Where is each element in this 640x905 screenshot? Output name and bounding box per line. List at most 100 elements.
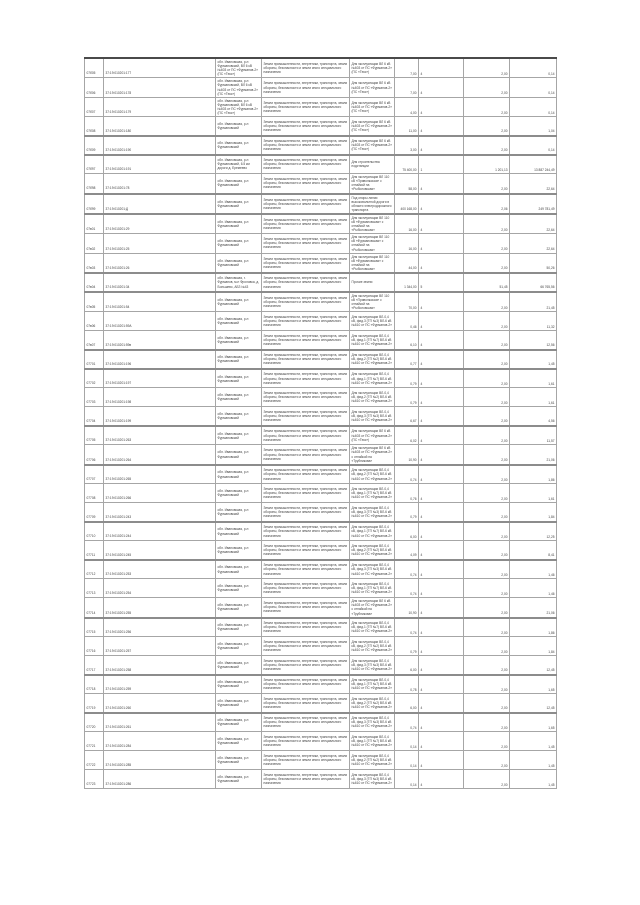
cell-location: обл. Ивановская, р-н Фурмановский <box>215 464 262 485</box>
cell-land-category: Земли промышленности, энергетики, трансп… <box>261 330 350 351</box>
cell-area-value: 0,46 <box>394 311 419 332</box>
cell-location: обл. Ивановская, р-н Фурмановский <box>215 387 262 408</box>
cell-cadastral-number: 37:19:010201:264 <box>103 444 216 466</box>
cell-code-value: 4 <box>418 578 464 599</box>
cell-location: обл. Ивановская, р-н Фурмановский, ВЛ 6 … <box>215 96 262 118</box>
cell-land-category: Земли промышленности, энергетики, трансп… <box>261 57 350 79</box>
cell-cadastral-number: 37:19:010201:258 <box>103 655 216 676</box>
cell-cadastral-number: 37:19:010201:196 <box>103 349 216 370</box>
cell-row-number: 07703 <box>84 387 104 408</box>
cell-area-value: 6,00 <box>394 693 419 714</box>
table-row: 07в04 37:19:010201:34 обл. Ивановская, г. … <box>84 272 557 293</box>
cell-row-number: 07709 <box>84 502 104 523</box>
cell-rate-value: 2,00 <box>463 731 510 752</box>
cell-permitted-use: Для эксплуатации ВЛ-0,4 кВ, фид.1 (ТП №7… <box>349 368 395 389</box>
cell-row-number: 07б98 <box>84 173 104 195</box>
cell-code-value: 4 <box>418 116 464 137</box>
cell-cadastral-value: 1,84 <box>509 502 557 523</box>
cell-cadastral-value: 21,06 <box>509 444 557 466</box>
cell-cadastral-value: 1,45 <box>509 769 557 790</box>
cell-land-category: Земли промышленности, энергетики, трансп… <box>261 502 350 523</box>
cell-location: обл. Ивановская, р-н Фурмановский <box>215 483 262 504</box>
cell-row-number: 07710 <box>84 521 104 542</box>
cell-cadastral-value: 22,64 <box>509 213 557 235</box>
cell-land-category: Земли промышленности, энергетики, трансп… <box>261 135 350 156</box>
cell-row-number: 07б08 <box>84 116 104 137</box>
cell-land-category: Земли промышленности, энергетики, трансп… <box>261 116 350 137</box>
cell-code-value: 4 <box>418 444 464 466</box>
cell-cadastral-value: 1,86 <box>509 464 557 485</box>
cell-code-value: 4 <box>418 502 464 523</box>
cell-land-category: Земли промышленности, энергетики, трансп… <box>261 617 350 638</box>
cell-cadastral-number: 37:19:010201:54 <box>103 291 216 313</box>
cell-rate-value: 2,00 <box>463 173 510 195</box>
cell-area-value: 0,74 <box>394 712 419 733</box>
cell-cadastral-number: 37:19:010201:179 <box>103 96 216 118</box>
table-row: 07707 37:19:010201:265 обл. Ивановская, р-… <box>84 464 557 485</box>
cell-land-category: Земли промышленности, энергетики, трансп… <box>261 750 350 771</box>
cell-land-category: Земли промышленности, энергетики, трансп… <box>261 252 350 274</box>
cell-area-value: 3,00 <box>394 135 419 156</box>
cell-cadastral-value: 0,14 <box>509 135 557 156</box>
cell-code-value: 4 <box>418 483 464 504</box>
cell-area-value: 16,00 <box>394 213 419 235</box>
cell-rate-value: 2,00 <box>463 483 510 504</box>
cell-cadastral-number: 37:19:010201:29 <box>103 213 216 235</box>
table-row: 07711 37:19:010201:245 обл. Ивановская, р-… <box>84 540 557 561</box>
cell-area-value: 0,74 <box>394 464 419 485</box>
cell-location: обл. Ивановская, р-н Фурмановский, ВЛ 6 … <box>215 57 262 79</box>
cell-area-value: 400 168,00 <box>394 192 419 215</box>
cell-cadastral-value: 12,25 <box>509 521 557 542</box>
table-row: 07в06 37:19:010201:59А обл. Ивановская, р-… <box>84 311 557 332</box>
cell-permitted-use: Для эксплуатации ВЛ-0,4 кВ, фид.2 (ТП №2… <box>349 464 395 485</box>
cell-location: обл. Ивановская, р-н Фурмановский <box>215 330 262 351</box>
cell-rate-value: 2,00 <box>463 311 510 332</box>
cell-permitted-use: Для эксплуатации ВЛ-0,4 кВ, фид.3 (ТП №3… <box>349 311 395 332</box>
cell-land-category: Земли промышленности, энергетики, трансп… <box>261 213 350 235</box>
table-row: 07б07 37:19:010201:179 обл. Ивановская, р-… <box>84 96 557 118</box>
cell-land-category: Земли промышленности, энергетики, трансп… <box>261 444 350 466</box>
cell-rate-value: 2,00 <box>463 77 510 98</box>
cell-code-value: 4 <box>418 330 464 351</box>
cell-row-number: 07716 <box>84 636 104 657</box>
cell-land-category: Земли промышленности, энергетики, трансп… <box>261 464 350 485</box>
cell-row-number: 07714 <box>84 597 104 619</box>
cell-permitted-use: Для эксплуатации ВЛ-0,4 кВ, фид.2 (ТП №2… <box>349 693 395 714</box>
cell-row-number: 07702 <box>84 368 104 389</box>
cell-area-value: 6,00 <box>394 521 419 542</box>
cell-rate-value: 2,00 <box>463 769 510 790</box>
land-parcel-table: 07б05 37:19:010201:177 обл. Ивановская, р-… <box>84 57 557 790</box>
cell-row-number: 07б09 <box>84 135 104 156</box>
table-row: 07720 37:19:010201:261 обл. Ивановская, р-… <box>84 712 557 733</box>
cell-cadastral-number: 37:19:010201:34 <box>103 272 216 293</box>
cell-cadastral-number: 37:19:010201:263 <box>103 425 216 446</box>
cell-rate-value: 2,00 <box>463 252 510 274</box>
table-row: 07б05 37:19:010201:177 обл. Ивановская, р-… <box>84 57 557 79</box>
cell-rate-value: 2,00 <box>463 368 510 389</box>
cell-cadastral-value: 1,65 <box>509 674 557 695</box>
cell-location: обл. Ивановская, р-н Фурмановский <box>215 213 262 235</box>
table-row: 07712 37:19:010201:253 обл. Ивановская, р-… <box>84 559 557 580</box>
cell-rate-value: 2,00 <box>463 693 510 714</box>
cell-permitted-use: Для эксплуатации ВЛ-0,4 кВ, фид.3 (ТП №3… <box>349 769 395 790</box>
cell-permitted-use: Для эксплуатации ВЛ 110 кВ «Фурмановская… <box>349 233 395 254</box>
cell-cadastral-value: 1,45 <box>509 349 557 370</box>
cell-land-category: Земли промышленности, энергетики, трансп… <box>261 173 350 195</box>
cell-cadastral-value: 1,65 <box>509 712 557 733</box>
cell-location: обл. Ивановская, р-н Фурмановский <box>215 731 262 752</box>
cell-location: обл. Ивановская, р-н Фурмановский <box>215 425 262 446</box>
cell-cadastral-number: 37:19:010201:78 <box>103 173 216 195</box>
cell-row-number: 07723 <box>84 769 104 790</box>
cell-code-value: 4 <box>418 597 464 619</box>
cell-location: обл. Ивановская, р-н Фурмановский <box>215 502 262 523</box>
cell-cadastral-value: 0,14 <box>509 57 557 79</box>
cell-area-value: 1 344,00 <box>394 272 419 293</box>
cell-location: обл. Ивановская, р-н Фурмановский <box>215 597 262 619</box>
cell-area-value: 0,79 <box>394 636 419 657</box>
table-row: 07708 37:19:010201:266 обл. Ивановская, р-… <box>84 483 557 504</box>
cell-code-value: 4 <box>418 617 464 638</box>
cell-area-value: 4,00 <box>394 96 419 118</box>
cell-permitted-use: Для эксплуатации ВЛ 6 кВ №603 от ПС «Фур… <box>349 116 395 137</box>
table-row: 07706 37:19:010201:264 обл. Ивановская, р-… <box>84 444 557 466</box>
